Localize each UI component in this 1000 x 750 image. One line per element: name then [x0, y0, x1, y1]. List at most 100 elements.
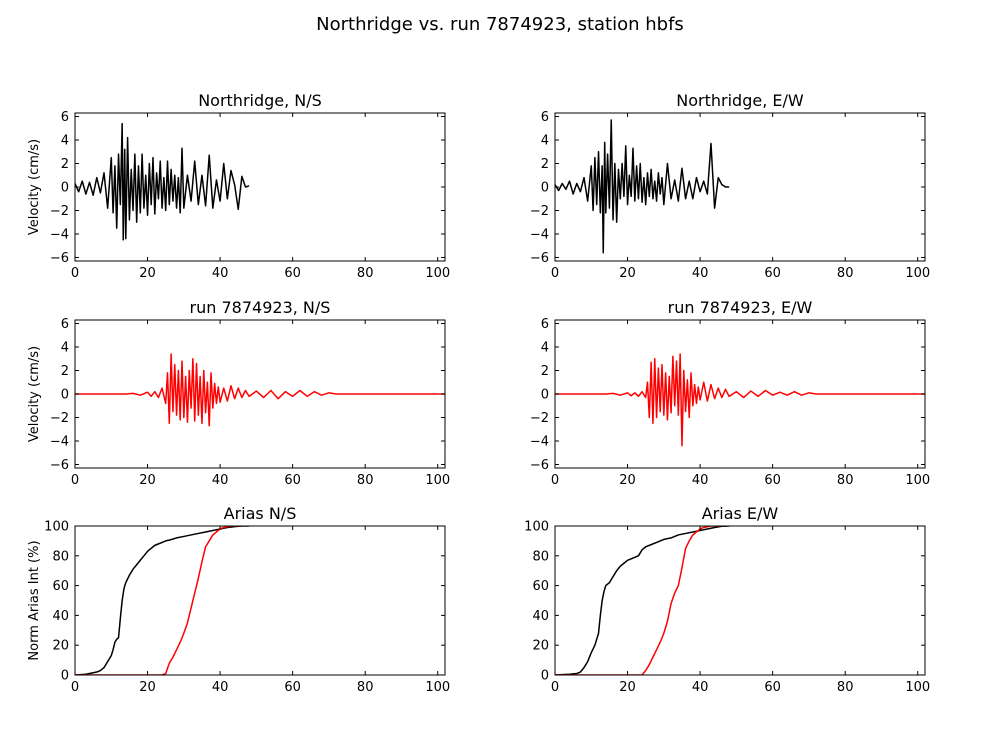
panel-6-xtick-label: 100	[905, 680, 930, 695]
panel-5: 0 20 40 60 80 100 0 20 40 60 80 100 Arias N/S Norm Ar…	[27, 504, 450, 695]
panel-2-title: Northridge, E/W	[676, 91, 804, 110]
panel-1-ytick-label: −6	[50, 251, 69, 266]
panel-6-xtick-label: 20	[619, 680, 636, 695]
panel-6-xtick-label: 60	[764, 680, 781, 695]
panel-4-ytick-label: −4	[530, 434, 549, 449]
panel-4-title: run 7874923, E/W	[668, 298, 813, 317]
panel-2-xtick-label: 100	[905, 266, 930, 281]
panel-5-xtick-label: 0	[71, 680, 79, 695]
panel-1-xtick-label: 80	[357, 266, 374, 281]
panel-6-ytick-label: 60	[532, 579, 549, 594]
panel-6-ytick-label: 100	[524, 520, 549, 535]
panel-4: 0 20 40 60 80 100 −6 −4 −2 0 2 4 6 run 7874923, E/W	[530, 298, 930, 488]
panel-5-ytick-label: 0	[61, 669, 69, 684]
panel-5-xtick-label: 20	[139, 680, 156, 695]
panel-3-title: run 7874923, N/S	[190, 298, 331, 317]
panel-5-ytick-label: 40	[52, 609, 69, 624]
panel-2-series-1-line	[555, 119, 730, 254]
panel-5-series-1-line	[75, 526, 250, 675]
panel-1-ytick-label: −4	[50, 227, 69, 242]
panel-1-ytick-label: −2	[50, 204, 69, 219]
panel-3-xtick-label: 0	[71, 473, 79, 488]
panel-5-ytick-label: 80	[52, 549, 69, 564]
figure-title: Northridge vs. run 7874923, station hbfs	[316, 14, 684, 35]
panel-4-xtick-label: 80	[837, 473, 854, 488]
panel-6-series-2-line	[555, 526, 722, 675]
panel-2-ytick-label: −2	[530, 204, 549, 219]
panel-4-series-1-line	[555, 353, 925, 447]
panel-2: 0 20 40 60 80 100 −6 −4 −2 0 2 4 6 Northridge, E/W	[530, 91, 930, 281]
panel-5-series-2-line	[75, 526, 242, 675]
panel-1-series-1-line	[75, 122, 250, 241]
panel-3: 0 20 40 60 80 100 −6 −4 −2 0 2 4 6 run 7874923, N/S Ve…	[27, 298, 450, 488]
panel-3-ytick-label: 2	[61, 364, 69, 379]
panel-6-series-1-line	[555, 526, 730, 675]
panel-2-xtick-label: 40	[692, 266, 709, 281]
panel-1-xtick-label: 40	[212, 266, 229, 281]
panel-3-ytick-label: 0	[61, 388, 69, 403]
panel-1-xtick-label: 0	[71, 266, 79, 281]
panel-2-ytick-label: −4	[530, 227, 549, 242]
panel-2-ytick-label: 2	[541, 157, 549, 172]
panel-2-ytick-label: 6	[541, 110, 549, 125]
panel-2-ytick-label: 0	[541, 181, 549, 196]
panel-5-ylabel: Norm Arias Int (%)	[27, 540, 42, 660]
panel-1-ytick-label: 0	[61, 181, 69, 196]
panel-5-title: Arias N/S	[224, 504, 297, 523]
panel-3-ylabel: Velocity (cm/s)	[27, 346, 42, 442]
panel-5-ytick-label: 60	[52, 579, 69, 594]
panel-4-xtick-label: 40	[692, 473, 709, 488]
panel-2-xtick-label: 0	[551, 266, 559, 281]
panel-6-title: Arias E/W	[702, 504, 779, 523]
panel-6-ytick-label: 40	[532, 609, 549, 624]
panel-1-ytick-label: 4	[61, 134, 69, 149]
panel-3-series-1-line	[75, 353, 445, 427]
panel-3-xtick-label: 60	[284, 473, 301, 488]
panel-3-xtick-label: 20	[139, 473, 156, 488]
panel-5-xtick-label: 60	[284, 680, 301, 695]
panel-6-ytick-label: 0	[541, 669, 549, 684]
panel-4-xtick-label: 20	[619, 473, 636, 488]
panel-4-xtick-label: 0	[551, 473, 559, 488]
panel-4-xtick-label: 100	[905, 473, 930, 488]
panel-3-ytick-label: −2	[50, 411, 69, 426]
panel-6: 0 20 40 60 80 100 0 20 40 60 80 100 Arias E/W	[524, 504, 930, 695]
panel-4-xtick-label: 60	[764, 473, 781, 488]
panel-4-ytick-label: −6	[530, 458, 549, 473]
panel-4-ytick-label: −2	[530, 411, 549, 426]
panel-2-xtick-label: 80	[837, 266, 854, 281]
panel-1-title: Northridge, N/S	[198, 91, 322, 110]
panel-3-xtick-label: 100	[425, 473, 450, 488]
panel-3-ytick-label: 6	[61, 317, 69, 332]
panel-3-ytick-label: 4	[61, 341, 69, 356]
panel-3-xtick-label: 40	[212, 473, 229, 488]
panel-2-ytick-label: 4	[541, 134, 549, 149]
panel-3-ytick-label: −4	[50, 434, 69, 449]
panel-1-ytick-label: 6	[61, 110, 69, 125]
panel-1-xtick-label: 100	[425, 266, 450, 281]
panel-6-ytick-label: 20	[532, 639, 549, 654]
panel-1-xtick-label: 20	[139, 266, 156, 281]
panel-6-frame	[554, 525, 926, 676]
panel-4-ytick-label: 6	[541, 317, 549, 332]
panel-6-xtick-label: 80	[837, 680, 854, 695]
panel-3-xtick-label: 80	[357, 473, 374, 488]
panel-1-ytick-label: 2	[61, 157, 69, 172]
panel-6-xtick-label: 0	[551, 680, 559, 695]
panel-3-ytick-label: −6	[50, 458, 69, 473]
panel-1: 0 20 40 60 80 100 −6 −4 −2 0 2 4 6 Northridge, N/S Vel…	[27, 91, 450, 281]
panel-6-ytick-label: 80	[532, 549, 549, 564]
panel-4-ytick-label: 2	[541, 364, 549, 379]
panel-5-frame	[74, 525, 446, 676]
panel-5-xtick-label: 40	[212, 680, 229, 695]
panel-2-xtick-label: 20	[619, 266, 636, 281]
panel-1-xtick-label: 60	[284, 266, 301, 281]
panel-5-xtick-label: 100	[425, 680, 450, 695]
panel-5-ytick-label: 100	[44, 520, 69, 535]
panel-4-ytick-label: 0	[541, 388, 549, 403]
panel-2-xtick-label: 60	[764, 266, 781, 281]
panel-4-ytick-label: 4	[541, 341, 549, 356]
panel-6-xtick-label: 40	[692, 680, 709, 695]
